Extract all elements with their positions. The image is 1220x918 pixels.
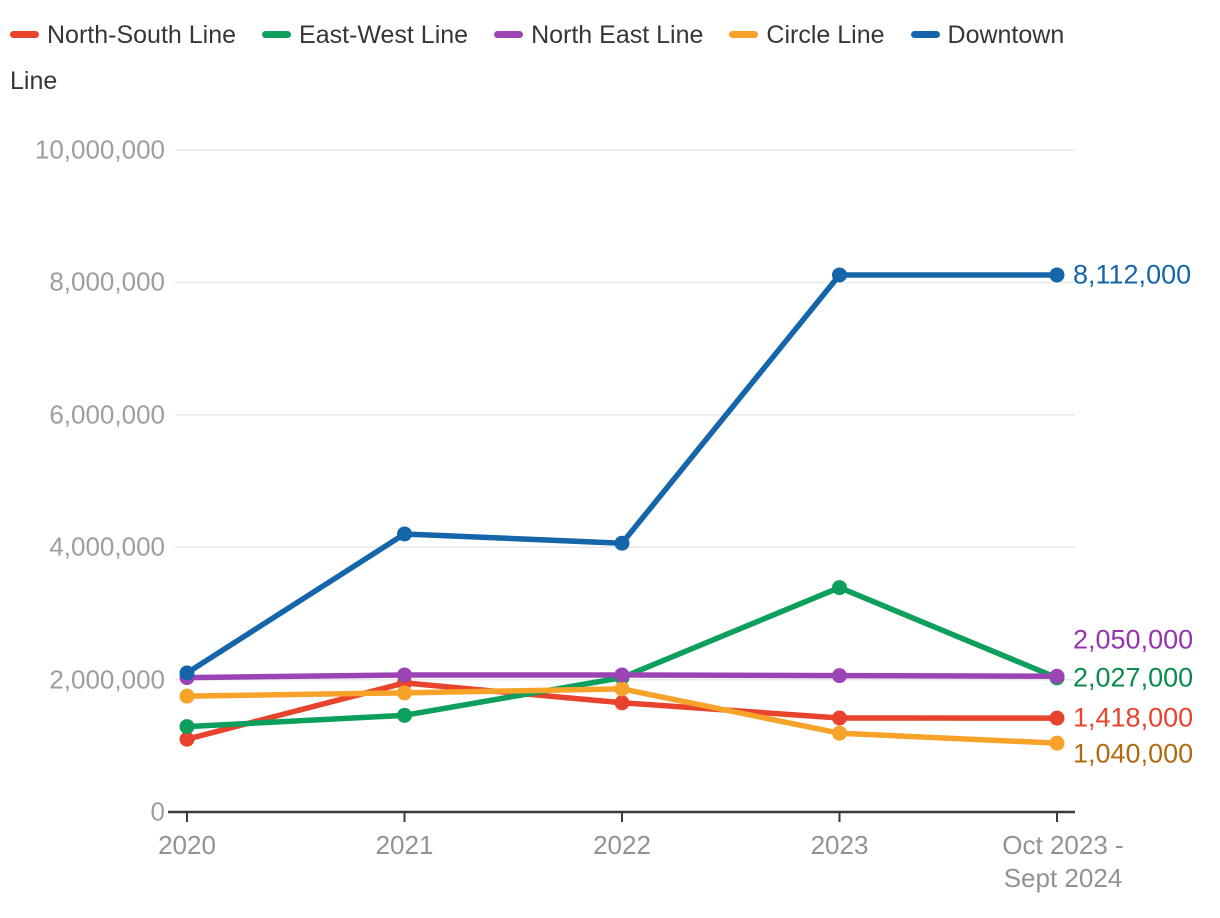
y-axis-tick-label: 6,000,000 <box>49 399 165 430</box>
y-axis-tick-label: 0 <box>150 796 165 827</box>
x-axis-tick-label: Oct 2023 - Sept 2024 <box>1002 830 1124 893</box>
legend-label: North East Line <box>531 21 704 49</box>
y-axis-tick-label: 2,000,000 <box>49 664 165 695</box>
value-label-east-west: 2,027,000 <box>1073 662 1194 693</box>
y-axis-tick-label: 10,000,000 <box>34 134 165 165</box>
legend-label: Circle Line <box>766 21 885 49</box>
legend-swatch-east-west-icon <box>262 30 292 38</box>
x-axis-tick-label: 2020 <box>158 830 216 860</box>
value-label-north-south: 1,418,000 <box>1073 702 1194 733</box>
legend-item-downtown-line: Downtown Line <box>10 21 1064 95</box>
x-axis-tick-label: 2023 <box>810 830 869 860</box>
legend-swatch-downtown-icon <box>910 30 940 38</box>
y-axis-tick-label: 4,000,000 <box>49 531 165 562</box>
value-label-downtown: 8,112,000 <box>1073 259 1192 290</box>
value-label-circle: 1,040,000 <box>1073 738 1194 769</box>
x-axis-tick-label: 2021 <box>375 830 434 860</box>
legend-item-east-west-line: East-West Line <box>262 21 468 49</box>
x-axis-tick-label: 2022 <box>593 830 651 860</box>
y-axis-tick-label: 8,000,000 <box>49 266 165 297</box>
legend: North-South Line East-West Line North East… <box>10 12 1110 104</box>
legend-swatch-north-east-icon <box>494 30 524 38</box>
legend-swatch-north-south-icon <box>10 30 39 38</box>
legend-item-circle-line: Circle Line <box>729 21 885 49</box>
value-label-north-east: 2,050,000 <box>1073 624 1194 655</box>
legend-label: North-South Line <box>47 21 237 49</box>
legend-swatch-circle-icon <box>729 30 759 38</box>
legend-item-north-east-line: North East Line <box>494 21 703 49</box>
legend-label: Downtown Line <box>10 21 1065 95</box>
legend-label: East-West Line <box>299 21 469 49</box>
legend-item-north-south-line: North-South Line <box>10 21 236 49</box>
